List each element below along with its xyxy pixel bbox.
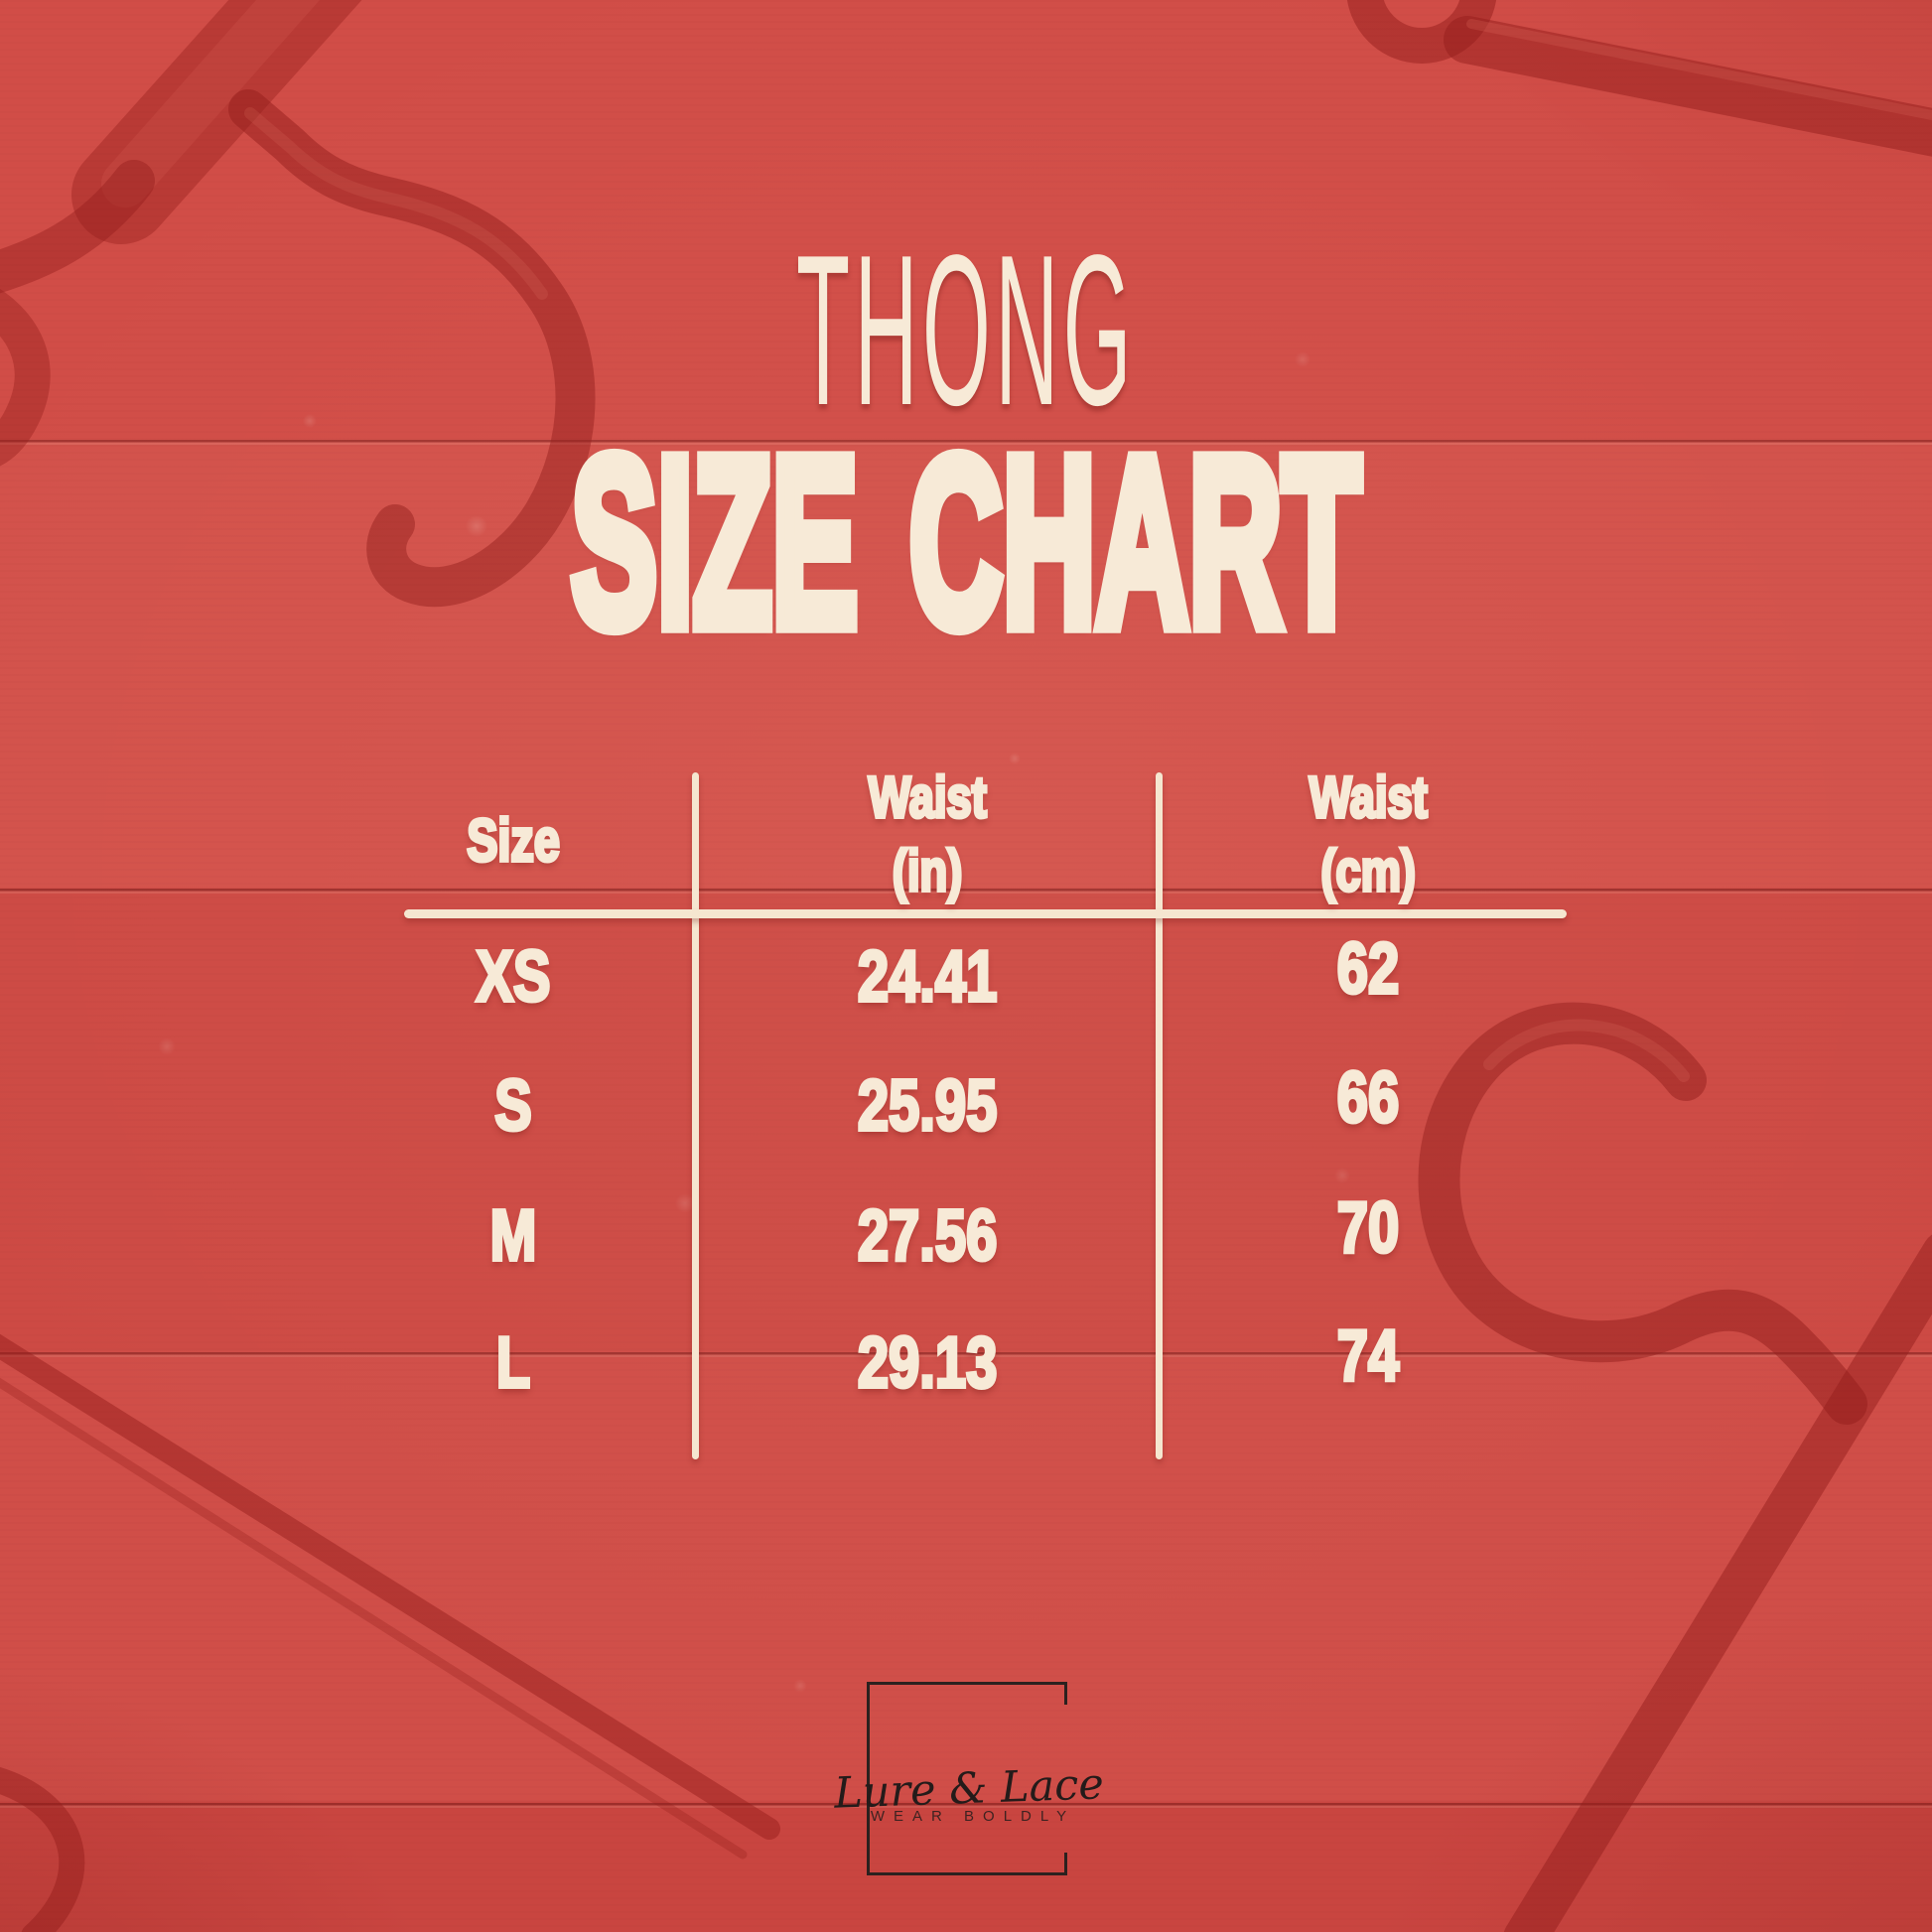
- hanger-bar-shape: [1444, 16, 1932, 157]
- size-value: XS: [475, 935, 552, 1019]
- waist-cm-value: 66: [1335, 1056, 1401, 1140]
- column-header-size-label: Size: [466, 805, 562, 876]
- hanger-shape: [101, 0, 321, 207]
- waist-cm-value: 62: [1335, 927, 1401, 1011]
- page-title-text: SIZE CHART: [567, 408, 1366, 677]
- logo-frame-right-top: [1064, 1685, 1067, 1705]
- waist-in-value: 27.56: [856, 1194, 999, 1278]
- table-row-s-waist-in: 25.95: [699, 1060, 1156, 1152]
- product-title: THONG: [0, 222, 1932, 437]
- table-column-divider: [692, 772, 699, 1459]
- table-row-s-size: S: [335, 1060, 692, 1152]
- table-row-m-waist-in: 27.56: [699, 1190, 1156, 1282]
- product-title-text: THONG: [796, 209, 1136, 450]
- table-row-xs-waist-in: 24.41: [699, 931, 1156, 1023]
- column-header-waist-cm-unit: (cm): [1319, 837, 1418, 905]
- hanger-loop-shape: [1346, 0, 1497, 64]
- table-row-s-waist-cm: 66: [1163, 1052, 1574, 1144]
- table-header-rule: [404, 909, 1567, 918]
- column-header-waist-cm-label: Waist: [1308, 763, 1429, 832]
- table-row-m-waist-cm: 70: [1163, 1182, 1574, 1274]
- hanger-bar-shape: [1503, 1234, 1932, 1932]
- waist-cm-value: 70: [1335, 1186, 1401, 1270]
- waist-cm-value: 74: [1335, 1314, 1401, 1398]
- table-row-m-size: M: [335, 1190, 692, 1282]
- hanger-hook-shape: [0, 1767, 85, 1932]
- waist-in-value: 24.41: [856, 935, 999, 1019]
- table-row-l-waist-cm: 74: [1163, 1311, 1574, 1402]
- column-header-waist-cm: Waist (cm): [1163, 760, 1574, 909]
- waist-in-value: 25.95: [856, 1064, 999, 1148]
- column-header-waist-in-unit: (in): [891, 837, 963, 905]
- column-header-waist-in-label: Waist: [867, 763, 988, 832]
- table-row-xs-size: XS: [335, 931, 692, 1023]
- table-row-l-waist-in: 29.13: [699, 1317, 1156, 1409]
- hanger-shape: [71, 0, 362, 244]
- size-value: S: [493, 1064, 534, 1148]
- hanger-bar-shape: [0, 1377, 748, 1860]
- brand-logo: Lure & Lace WEAR BOLDLY: [833, 1682, 1104, 1875]
- waist-in-value: 29.13: [856, 1321, 999, 1405]
- brand-tagline: WEAR BOLDLY: [870, 1808, 1076, 1825]
- table-row-l-size: L: [335, 1317, 692, 1409]
- column-header-size: Size: [335, 794, 692, 886]
- table-column-divider: [1156, 772, 1163, 1459]
- logo-frame-right-bottom: [1064, 1853, 1067, 1872]
- table-row-xs-waist-cm: 62: [1163, 923, 1574, 1015]
- column-header-waist-in: Waist (in): [699, 760, 1156, 909]
- hanger-highlight: [1466, 19, 1932, 121]
- page-title: SIZE CHART: [0, 414, 1932, 671]
- size-value: L: [494, 1321, 531, 1405]
- size-value: M: [488, 1194, 538, 1278]
